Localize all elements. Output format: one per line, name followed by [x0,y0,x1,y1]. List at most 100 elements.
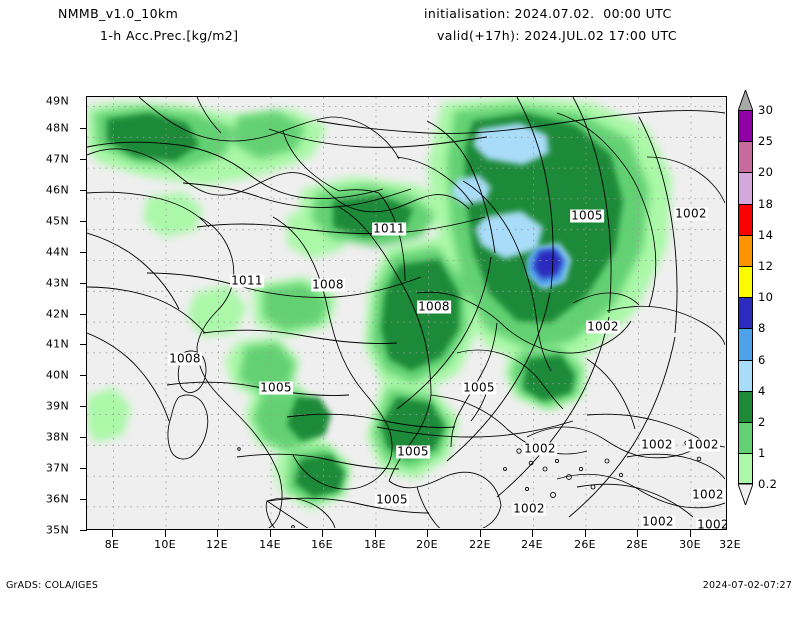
valid-time: valid(+17h): 2024.JUL.02 17:00 UTC [437,28,677,43]
colorbar-label: 30 [758,103,774,117]
x-tick-mark [322,530,324,537]
x-tick-label: 30E [679,538,701,551]
isobar-label: 1008 [417,299,451,314]
precip-band-2 [107,113,623,497]
y-tick-mark [80,283,87,285]
x-tick-mark [585,530,587,537]
colorbar-segment-6-8 [738,328,753,360]
y-tick-mark [80,314,87,316]
colorbar-label: 2 [758,415,766,429]
y-tick-mark [80,406,87,408]
x-tick-label: 18E [364,538,386,551]
page-title: NMMB_v1.0_10km [58,6,179,21]
colorbar-segment-0.2-1 [738,453,753,485]
x-tick-mark [270,530,272,537]
isobar-label: 1002 [696,518,726,529]
x-tick-mark [217,530,219,537]
isobar-label: 1005 [396,444,430,459]
isobar-label: 1005 [259,380,293,395]
x-tick-mark [637,530,639,537]
isobar-label: 1002 [674,206,708,221]
colorbar-label: 8 [758,321,766,336]
y-tick-label: 44N [45,245,69,259]
isobar-label: 1002 [686,437,720,452]
x-tick-mark [375,530,377,537]
colorbar-segment-18-20 [738,172,753,204]
x-tick-label: 20E [416,538,438,551]
x-tick-label: 26E [574,538,596,551]
colorbar-label: 14 [758,227,774,242]
y-tick-mark [80,530,87,532]
colorbar-segment-1-2 [738,422,753,454]
y-tick-mark [80,252,87,254]
colorbar-segment-8-10 [738,297,753,329]
map-plot-area: 1011 1011 1008 1008 1008 1005 1005 1005 … [86,96,727,530]
y-tick-label: 47N [45,152,69,166]
y-tick-label: 39N [45,399,69,413]
colorbar-label: 1 [758,446,766,461]
y-tick-label: 43N [45,276,69,290]
attribution-label: GrADS: COLA/IGES [6,580,99,591]
y-tick-label: 38N [45,430,69,444]
y-tick-label: 36N [45,492,69,506]
colorbar-label: 10 [758,290,774,305]
colorbar-segment-10-12 [738,266,753,298]
colorbar-over-cap [738,90,753,111]
isobar-label: 1002 [691,487,725,502]
y-tick-label: 42N [45,307,69,321]
y-tick-mark [80,437,87,439]
generated-timestamp: 2024-07-02-07:27 [702,580,792,591]
colorbar-segment-2-4 [738,390,753,422]
colorbar-label: 6 [758,352,766,367]
x-tick-mark [112,530,114,537]
y-tick-label: 40N [45,368,69,382]
y-tick-mark [80,468,87,470]
isobar-label: 1002 [640,437,674,452]
colorbar-under-cap [738,484,753,506]
isobar-contours [87,97,725,518]
colorbar-segment-25-30 [738,110,753,142]
colorbar-segment-4-6 [738,359,753,391]
x-tick-label: 12E [206,538,228,551]
y-tick-label: 48N [45,121,69,135]
colorbar-label: 20 [758,165,774,180]
y-tick-mark [80,159,87,161]
map-graphic [87,97,725,528]
map-canvas: 1011 1011 1008 1008 1008 1005 1005 1005 … [86,96,727,530]
isobar-label: 1002 [523,441,557,456]
colorbar-label: 25 [758,134,774,149]
isobar-label: 1008 [311,277,345,292]
x-tick-mark [690,530,692,537]
y-tick-label: 46N [45,183,69,197]
field-title: 1-h Acc.Prec.[kg/m2] [100,28,239,43]
isobar-label: 1002 [512,501,546,516]
y-tick-label: 41N [45,337,69,351]
x-tick-label: 8E [104,538,120,551]
isobar-label: 1011 [372,221,406,236]
y-tick-label: 49N [45,94,69,108]
colorbar-legend: 30 25 20 18 14 12 10 8 6 4 2 1 0.2 [738,90,777,516]
x-tick-mark [427,530,429,537]
colorbar-segment-14-18 [738,203,753,235]
y-tick-mark [80,344,87,346]
y-tick-label: 35N [45,523,69,537]
colorbar-segment-20-25 [738,141,753,173]
y-tick-mark [80,128,87,130]
y-tick-label: 37N [45,461,69,475]
x-tick-mark [165,530,167,537]
colorbar-label: 12 [758,259,774,273]
colorbar-segment-12-14 [738,234,753,266]
colorbar-label: 18 [758,196,774,211]
isobar-label: 1005 [462,380,496,395]
isobar-label: 1008 [168,351,202,366]
y-tick-mark [80,375,87,377]
y-tick-mark [80,190,87,192]
x-tick-label: 32E [719,538,741,551]
x-tick-label: 22E [469,538,491,551]
precip-band-8 [533,249,563,279]
isobar-label: 1005 [375,492,409,507]
y-tick-mark [80,221,87,223]
colorbar-label: 0.2 [758,477,778,492]
colorbar-label: 4 [758,383,766,398]
